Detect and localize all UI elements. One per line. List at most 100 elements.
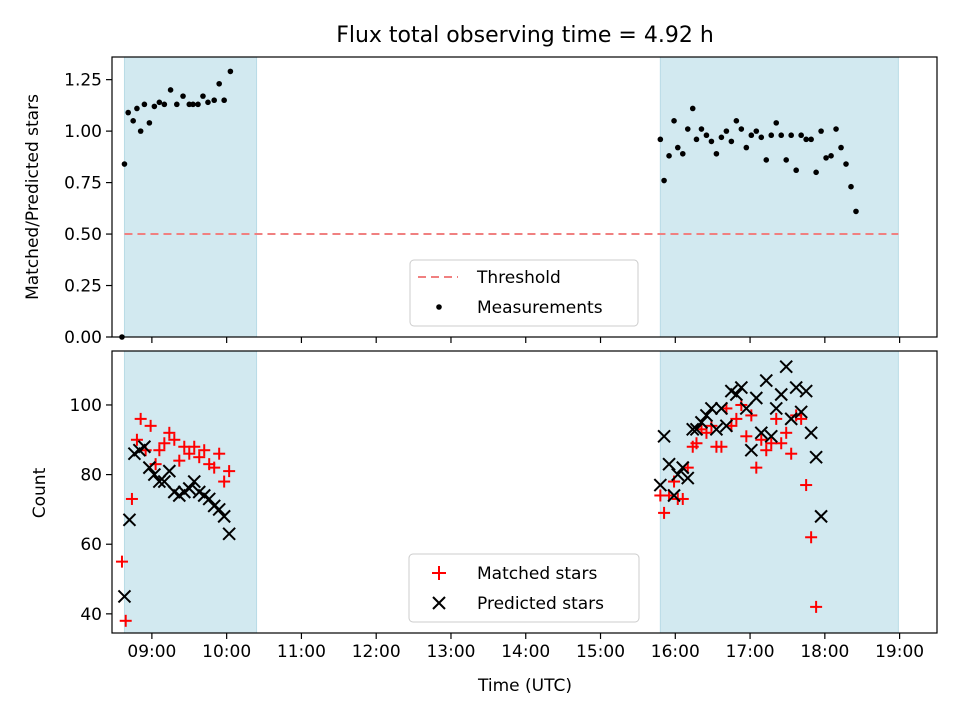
measurements-point	[679, 150, 686, 157]
matched-stars-legend-label: Matched stars	[477, 564, 597, 584]
matched-stars-point	[800, 479, 813, 492]
measurements-point	[828, 153, 834, 159]
matched-stars-point	[144, 419, 157, 432]
matched-stars-point	[775, 437, 788, 450]
matched-stars-point	[658, 506, 671, 519]
measurements-point	[768, 132, 775, 139]
measurements-legend-swatch	[436, 304, 442, 310]
observing-span-2	[659, 56, 899, 338]
predicted-stars-point	[709, 422, 724, 437]
measurements-point	[818, 128, 824, 134]
x-tick-label: 18:00	[800, 642, 849, 662]
matched-stars-point	[173, 454, 186, 467]
measurements-point	[121, 161, 128, 167]
matched-stars-point	[730, 412, 743, 425]
matched-stars-point	[223, 465, 236, 478]
measurements-point	[134, 105, 140, 112]
x-tick-label: 15:00	[576, 642, 625, 662]
matched-stars-point	[130, 433, 143, 446]
predicted-stars-point	[152, 474, 167, 489]
predicted-stars-point	[217, 509, 231, 524]
predicted-stars-point	[187, 474, 201, 489]
matched-stars-point	[213, 447, 226, 460]
measurements-point	[156, 99, 163, 106]
predicted-stars-point	[704, 401, 719, 416]
measurements-point	[743, 144, 750, 151]
x-tick-label: 13:00	[426, 642, 475, 662]
predicted-stars-legend-label: Predicted stars	[477, 594, 604, 614]
measurements-point	[838, 144, 844, 151]
measurements-point	[167, 87, 174, 93]
predicted-stars-point	[714, 401, 729, 416]
predicted-stars-point	[699, 408, 714, 423]
predicted-stars-point	[799, 384, 813, 398]
measurements-point	[738, 126, 745, 132]
predicted-stars-point	[142, 460, 157, 475]
measurements-point	[180, 93, 186, 99]
matched-stars-point	[740, 430, 753, 443]
y-tick-label: 100	[70, 396, 102, 416]
bottom-legend: Matched stars Predicted stars	[408, 553, 640, 623]
matched-stars-point	[125, 492, 138, 505]
matched-stars-point	[760, 444, 773, 457]
y-tick-label: 60	[80, 535, 102, 555]
measurements-point	[693, 136, 700, 143]
predicted-stars-point	[694, 415, 709, 430]
measurements-point	[661, 177, 667, 184]
matched-stars-point	[193, 451, 206, 464]
x-tick-label: 17:00	[726, 642, 775, 662]
matched-stars-point	[188, 440, 201, 453]
measurements-point	[813, 169, 819, 176]
top-legend-box	[409, 259, 639, 327]
predicted-stars-point	[754, 426, 768, 440]
predicted-stars-point	[657, 429, 671, 444]
measurements-point	[843, 161, 849, 167]
measurements-point	[718, 134, 725, 141]
matched-stars-legend-swatch	[432, 566, 446, 580]
matched-stars-point	[805, 531, 818, 544]
measurements-point	[763, 157, 770, 163]
predicted-stars-point	[809, 450, 823, 464]
predicted-stars-point	[719, 419, 734, 433]
observing-span-1	[123, 56, 258, 338]
measurements-point	[137, 128, 144, 134]
matched-stars-point	[134, 412, 147, 425]
measurements-point	[753, 128, 760, 134]
measurements-point	[773, 120, 780, 126]
measurements-point	[216, 80, 222, 87]
predicted-stars-point	[667, 488, 681, 503]
predicted-stars-point	[202, 492, 216, 506]
y-tick-label: 0.25	[64, 277, 102, 297]
predicted-stars-point	[764, 429, 778, 444]
matched-stars-point	[690, 437, 703, 450]
matched-stars-point	[705, 419, 718, 432]
matched-stars-point	[735, 398, 748, 411]
x-tick-label: 16:00	[651, 642, 700, 662]
observing-span-2	[659, 350, 899, 634]
top-legend: Threshold Measurements	[409, 259, 639, 327]
predicted-stars-point	[681, 471, 695, 485]
matched-stars-point	[785, 447, 798, 460]
top-axes-frame	[111, 56, 938, 338]
bottom-legend-box	[408, 553, 640, 623]
x-axis-label: Time (UTC)	[477, 676, 572, 696]
predicted-stars-point	[162, 464, 177, 478]
predicted-stars-point	[729, 387, 744, 402]
predicted-stars-point	[814, 509, 828, 524]
measurements-point	[657, 136, 664, 143]
matched-stars-point	[158, 437, 171, 450]
bottom-x-ticks: 09:00 10:00 11:00 12:00 13:00 14:00 15:00 16:00…	[127, 633, 924, 662]
matched-stars-point	[755, 433, 768, 446]
measurements-point	[733, 118, 740, 124]
top-x-ticks	[151, 337, 901, 343]
bottom-shaded-spans	[123, 350, 899, 634]
measurements-point	[823, 155, 829, 161]
y-tick-label: 0.75	[64, 174, 102, 194]
y-tick-label: 40	[80, 605, 102, 625]
bottom-y-axis-label: Count	[30, 467, 50, 518]
matched-stars-point	[163, 426, 176, 439]
predicted-stars-point	[749, 391, 764, 405]
measurements-point	[227, 68, 234, 75]
predicted-stars-point	[779, 359, 793, 374]
x-tick-label: 14:00	[501, 642, 550, 662]
